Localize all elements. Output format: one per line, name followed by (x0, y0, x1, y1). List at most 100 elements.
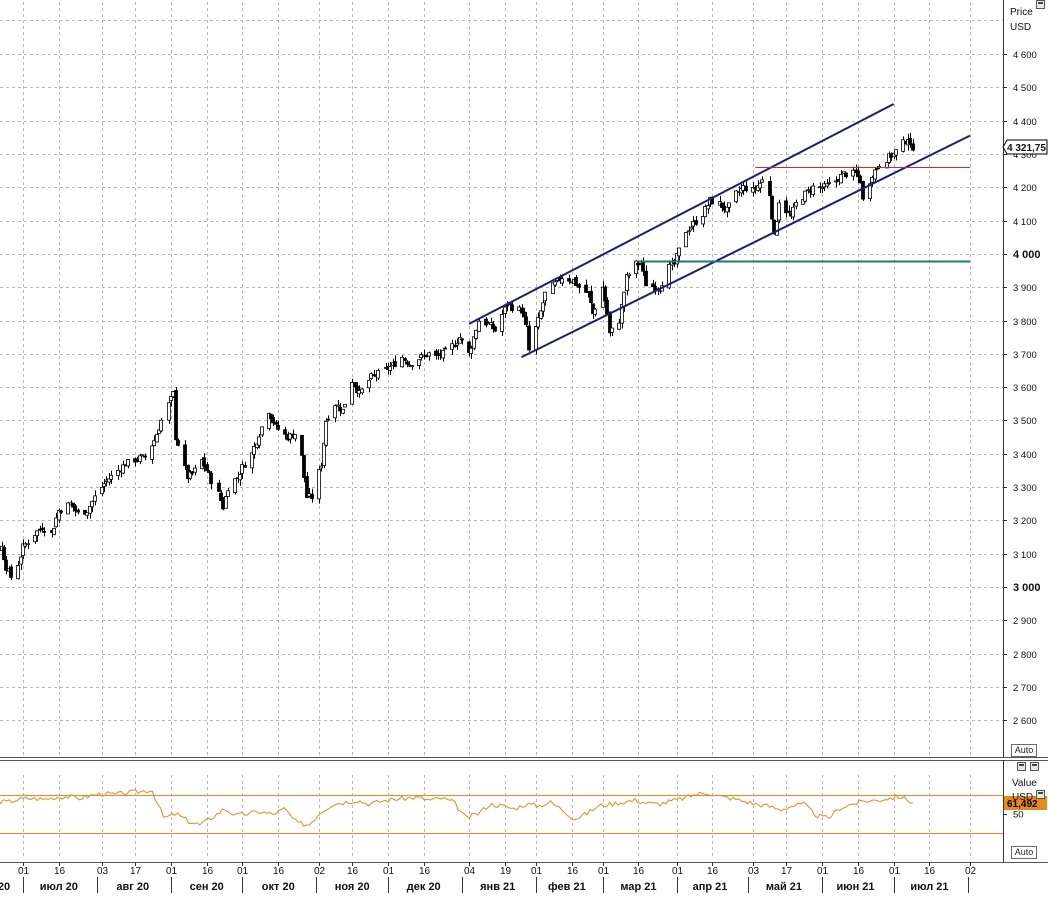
candle (16, 560, 20, 580)
candle-body (4, 559, 8, 571)
candle-body (627, 273, 631, 277)
candle (171, 391, 175, 398)
candle-body (159, 419, 163, 432)
candle (143, 453, 147, 461)
indicator-last-value-label: 61,492 (1007, 799, 1038, 810)
candle-body (438, 353, 442, 357)
candle-body (801, 199, 805, 205)
candle-body (858, 175, 862, 184)
candle-body (326, 418, 330, 421)
month-label: авг 20 (116, 881, 149, 893)
candle-body (522, 311, 526, 318)
candle (839, 170, 843, 184)
time-tick-label: 16 (707, 866, 719, 877)
time-tick-label: 16 (54, 866, 66, 877)
candle-body (260, 426, 264, 436)
candle-body (288, 433, 292, 440)
candle-body (269, 413, 273, 420)
candle (260, 426, 264, 438)
candle-body (405, 361, 409, 365)
candle (477, 317, 481, 332)
candle-body (803, 190, 807, 202)
indicator-close-icon[interactable] (1030, 762, 1039, 771)
candle (469, 345, 473, 359)
candle (33, 535, 37, 544)
candle (527, 320, 531, 352)
candle-body (834, 180, 838, 183)
candle (66, 501, 70, 515)
candle (326, 415, 330, 422)
candle (205, 461, 209, 472)
price-auto-scale-button[interactable]: Auto (1011, 744, 1037, 757)
candle-body (727, 202, 731, 208)
candle-body (894, 149, 898, 156)
candle-body (770, 195, 774, 220)
candle-body (372, 374, 376, 377)
candle (93, 490, 97, 506)
candle-body (577, 284, 581, 288)
candle-body (353, 382, 357, 388)
candle (861, 180, 865, 201)
time-tick-label: 01 (672, 866, 684, 877)
candle-body (839, 173, 843, 184)
candle-body (911, 143, 915, 151)
last-price-label: 4 321,75 (1007, 143, 1046, 154)
candle-body (868, 183, 872, 200)
indicator-expand-icon[interactable] (1036, 790, 1045, 799)
candle-body (617, 322, 621, 330)
candle-body (35, 530, 39, 537)
candle (140, 454, 144, 457)
candle-body (143, 455, 147, 458)
time-tick-label: 02 (965, 866, 977, 877)
candle (522, 307, 526, 318)
candle (441, 349, 445, 362)
month-label: 20 (0, 881, 10, 893)
candle (376, 368, 380, 380)
price-tick-label: 4 000 (1013, 249, 1041, 261)
candle (403, 357, 407, 362)
candle (336, 399, 340, 407)
candle-body (417, 359, 421, 366)
price-tick-label: 3 600 (1013, 383, 1037, 394)
candle (694, 216, 698, 226)
candle-body (734, 190, 738, 203)
candle (388, 361, 392, 376)
candle-body (400, 356, 404, 368)
candle-body (19, 556, 23, 565)
candle (155, 432, 159, 443)
candle-body (9, 566, 13, 578)
candle-body (305, 476, 309, 498)
indicator-minimize-icon[interactable] (1017, 762, 1026, 771)
candle (734, 190, 738, 204)
month-label: июн 21 (836, 881, 874, 893)
candle (744, 181, 748, 193)
candle-body (169, 395, 173, 402)
candle (608, 311, 612, 337)
candle-body (52, 527, 56, 536)
candle (489, 317, 493, 326)
time-tick-label: 03 (748, 866, 760, 877)
candle-body (410, 365, 414, 368)
candle (152, 435, 156, 447)
candle-body (811, 185, 815, 195)
indicator-auto-scale-button[interactable]: Auto (1011, 846, 1037, 859)
panel-minimize-icon[interactable] (1036, 0, 1045, 9)
candle-body (453, 344, 457, 348)
annotations (468, 103, 971, 359)
candle (908, 132, 912, 148)
candle (760, 176, 764, 183)
candle (901, 136, 905, 153)
month-label: сен 20 (190, 881, 224, 893)
candle (226, 487, 230, 497)
candle (677, 247, 681, 262)
candle-body (551, 282, 555, 295)
price-tick-label: 2 600 (1013, 716, 1037, 727)
candle-body (310, 493, 314, 499)
candle (617, 319, 621, 330)
candle (543, 291, 547, 306)
candle (474, 329, 478, 340)
candle (584, 279, 588, 294)
candle-body (23, 543, 27, 547)
candle-body (486, 322, 490, 325)
